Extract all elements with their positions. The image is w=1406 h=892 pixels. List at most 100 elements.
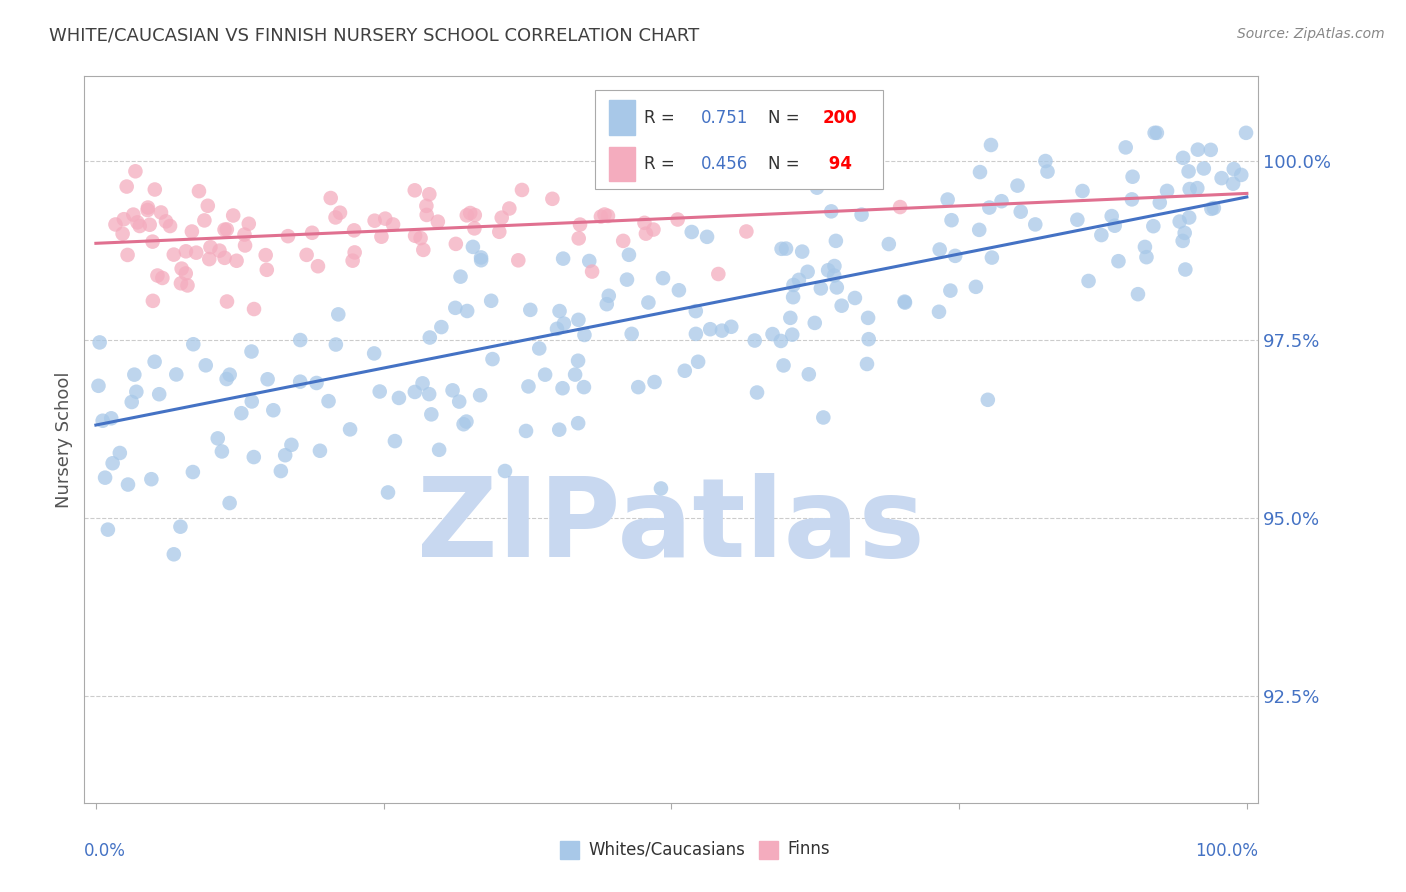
Point: [965, 280, 987, 294]
Point: [180, 225, 202, 239]
Point: [969, 165, 991, 179]
Text: 0.751: 0.751: [700, 109, 748, 127]
Point: [270, 464, 292, 478]
Point: [254, 248, 277, 262]
Point: [1143, 126, 1166, 140]
Point: [170, 277, 193, 291]
Point: [1126, 287, 1149, 301]
Point: [419, 330, 441, 344]
Point: [288, 375, 311, 389]
Point: [307, 259, 329, 273]
Point: [412, 243, 434, 257]
Point: [163, 547, 186, 561]
Text: N =: N =: [768, 155, 804, 173]
Point: [1168, 214, 1191, 228]
Point: [710, 324, 733, 338]
Point: [155, 214, 177, 228]
Point: [104, 218, 127, 232]
Point: [343, 245, 366, 260]
Point: [243, 450, 266, 464]
Point: [325, 211, 347, 225]
Point: [418, 387, 440, 401]
Point: [1174, 226, 1197, 240]
Point: [515, 424, 537, 438]
Point: [404, 183, 426, 197]
Point: [1192, 161, 1215, 176]
Point: [470, 251, 492, 265]
Point: [796, 265, 818, 279]
Point: [200, 240, 222, 254]
Point: [1024, 218, 1046, 232]
Point: [612, 234, 634, 248]
Point: [1223, 162, 1246, 177]
Point: [374, 211, 396, 226]
Point: [589, 210, 612, 224]
Point: [977, 392, 1000, 407]
Point: [797, 368, 820, 382]
Point: [449, 394, 471, 409]
Point: [685, 304, 707, 318]
Point: [233, 227, 256, 242]
Point: [596, 209, 619, 223]
Point: [384, 434, 406, 448]
Point: [101, 456, 124, 470]
Point: [301, 226, 323, 240]
Point: [243, 301, 266, 316]
Point: [481, 352, 503, 367]
Point: [943, 249, 966, 263]
Point: [290, 333, 312, 347]
Point: [339, 422, 361, 436]
Point: [225, 253, 247, 268]
Point: [928, 305, 950, 319]
Point: [125, 384, 148, 399]
Y-axis label: Nursery School: Nursery School: [55, 371, 73, 508]
Point: [1174, 262, 1197, 277]
Point: [309, 443, 332, 458]
Text: R =: R =: [644, 155, 681, 173]
Point: [404, 228, 426, 243]
Bar: [759, 840, 778, 859]
Point: [214, 222, 236, 236]
Point: [1178, 211, 1201, 225]
Point: [94, 470, 117, 484]
Point: [370, 229, 392, 244]
Point: [122, 208, 145, 222]
Point: [458, 206, 481, 220]
Text: ZIPatlas: ZIPatlas: [418, 473, 925, 580]
Point: [222, 209, 245, 223]
Point: [491, 211, 513, 225]
Point: [240, 344, 263, 359]
Point: [569, 218, 592, 232]
Point: [1007, 178, 1029, 193]
Point: [108, 446, 131, 460]
Point: [1066, 212, 1088, 227]
Point: [363, 213, 385, 227]
Point: [165, 368, 187, 382]
Point: [673, 364, 696, 378]
Point: [820, 204, 842, 219]
Point: [420, 408, 443, 422]
Point: [568, 231, 591, 245]
Point: [240, 394, 263, 409]
Point: [363, 346, 385, 360]
Point: [810, 281, 832, 295]
Point: [444, 301, 467, 315]
Point: [176, 278, 198, 293]
Point: [1234, 126, 1257, 140]
Point: [214, 251, 236, 265]
Point: [148, 387, 170, 401]
Point: [1211, 171, 1233, 186]
Point: [519, 302, 541, 317]
Point: [1122, 169, 1144, 184]
Point: [136, 203, 159, 218]
Point: [215, 294, 238, 309]
Point: [1142, 219, 1164, 234]
Point: [461, 240, 484, 254]
Point: [593, 207, 616, 221]
Point: [666, 212, 689, 227]
Point: [605, 161, 627, 176]
Point: [782, 277, 804, 292]
Point: [1230, 168, 1253, 182]
Point: [150, 271, 173, 285]
Point: [277, 229, 299, 244]
